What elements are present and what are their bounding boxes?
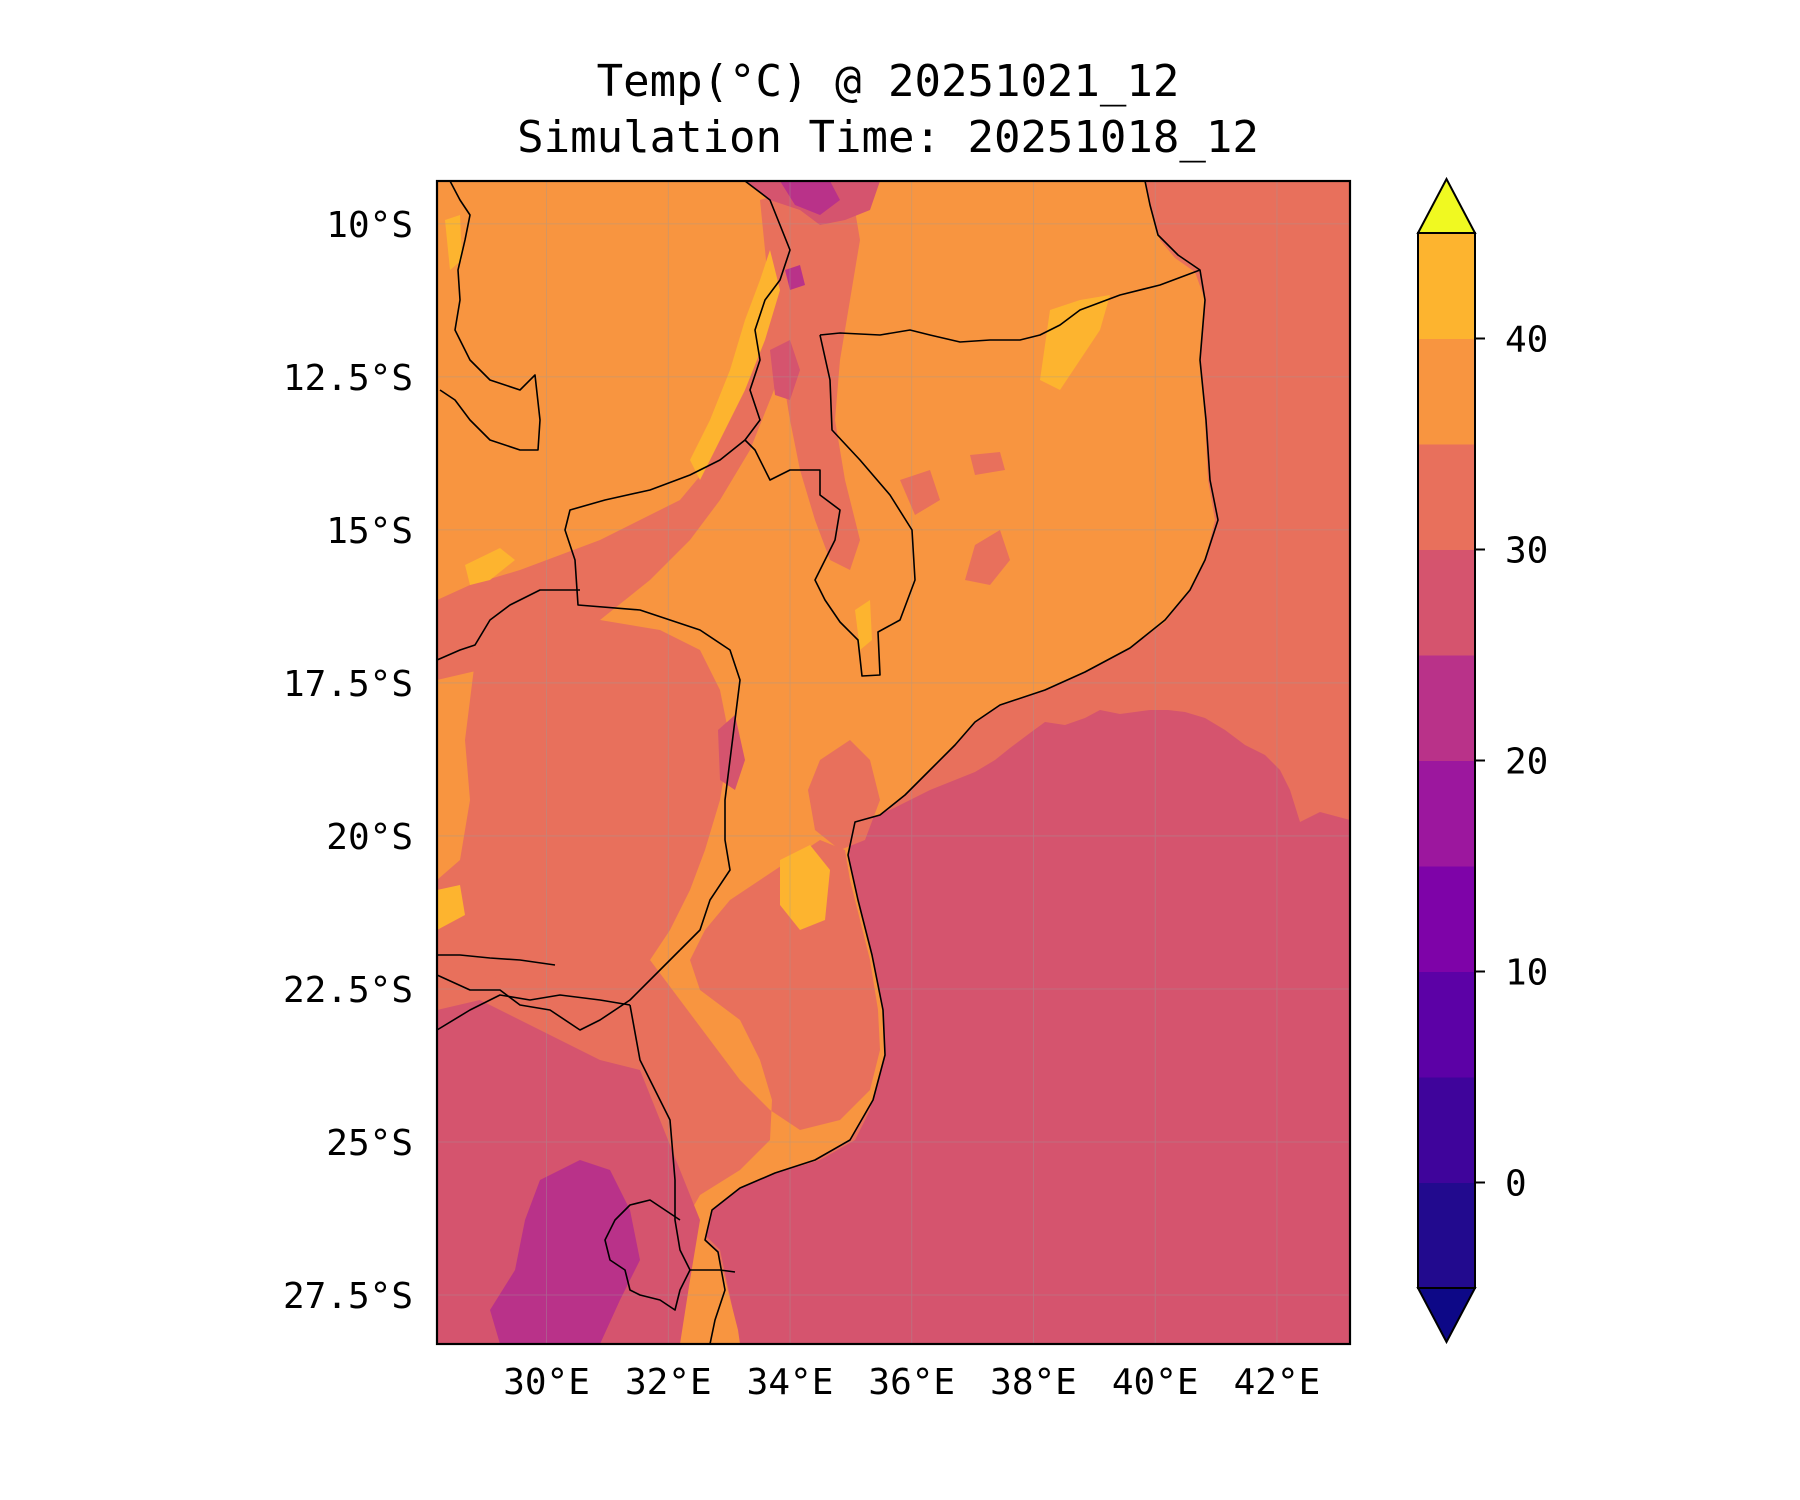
colorbar-tick-label: 10 <box>1505 953 1548 994</box>
lat-tick-label: 22.5°S <box>283 970 413 1011</box>
colorbar-segment <box>1418 655 1475 761</box>
temperature-colorbar: 0 10 20 30 40 <box>1416 176 1548 1345</box>
lon-tick-label: 36°E <box>868 1362 955 1403</box>
land-coolest-pockets <box>490 181 840 1344</box>
lon-tick-label: 32°E <box>625 1362 712 1403</box>
lat-tick-label: 10°S <box>326 205 413 246</box>
colorbar-segment <box>1418 1182 1475 1289</box>
colorbar-tick-label: 0 <box>1505 1164 1527 1205</box>
colorbar-segment <box>1418 760 1475 867</box>
lat-tick-label: 27.5°S <box>283 1276 413 1317</box>
colorbar-tick-label: 30 <box>1505 531 1548 572</box>
lon-tick-label: 30°E <box>503 1362 590 1403</box>
map-title-line-1: Temp(°C) @ 20251021_12 <box>597 56 1180 107</box>
land-hot-regions <box>437 215 1110 930</box>
colorbar-segment <box>1418 549 1475 656</box>
colorbar-segment <box>1418 1077 1475 1183</box>
lon-tick-label: 42°E <box>1234 1362 1321 1403</box>
map-title-line-2: Simulation Time: 20251018_12 <box>517 112 1259 163</box>
map-gridlines <box>437 181 1350 1344</box>
map-panel <box>437 181 1350 1344</box>
lat-tick-label: 12.5°S <box>283 358 413 399</box>
colorbar-segment <box>1418 233 1475 339</box>
colorbar-tick-label: 40 <box>1505 320 1548 361</box>
lat-tick-label: 17.5°S <box>283 664 413 705</box>
colorbar-segment <box>1418 444 1475 550</box>
country-borders <box>437 181 1219 1344</box>
colorbar-extend-max <box>1416 176 1477 234</box>
colorbar-segment <box>1418 866 1475 972</box>
colorbar-extend-min <box>1416 1287 1477 1345</box>
map-frame <box>435 179 1352 1346</box>
lon-tick-label: 38°E <box>990 1362 1077 1403</box>
lon-tick-label: 40°E <box>1112 1362 1199 1403</box>
colorbar-segment <box>1418 338 1475 445</box>
longitude-tick-labels: 30°E 32°E 34°E 36°E 38°E 40°E 42°E <box>503 1362 1320 1403</box>
colorbar-segment <box>1418 971 1475 1078</box>
latitude-tick-labels: 10°S 12.5°S 15°S 17.5°S 20°S 22.5°S 25°S 27.5°S <box>283 205 413 1317</box>
lat-tick-label: 20°S <box>326 817 413 858</box>
colorbar-tick-label: 20 <box>1505 742 1548 783</box>
lat-tick-label: 25°S <box>326 1123 413 1164</box>
lat-tick-label: 15°S <box>326 511 413 552</box>
lon-tick-label: 34°E <box>747 1362 834 1403</box>
